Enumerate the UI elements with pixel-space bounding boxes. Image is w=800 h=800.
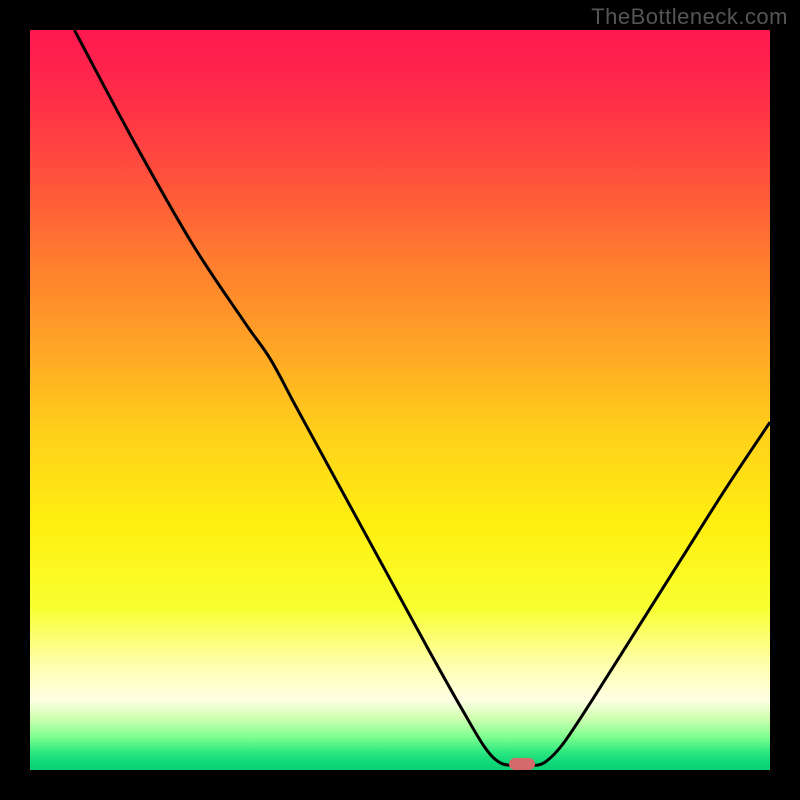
watermark-text: TheBottleneck.com [591, 4, 788, 30]
plot-area [30, 30, 770, 770]
bottleneck-curve [30, 30, 770, 770]
optimal-marker-pill [509, 758, 535, 770]
